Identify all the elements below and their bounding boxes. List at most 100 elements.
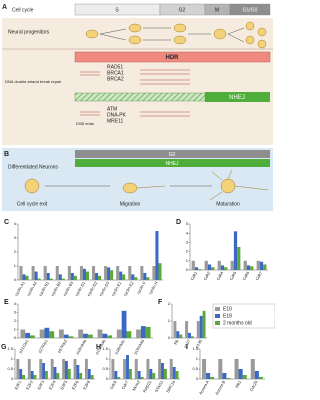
x-tick-label: E2F4	[48, 379, 57, 390]
bar	[222, 373, 227, 379]
bar	[217, 260, 221, 270]
arrows	[99, 27, 245, 43]
bar	[207, 264, 212, 270]
hdr-label: HDR	[166, 55, 180, 61]
bar	[246, 265, 251, 270]
bar	[85, 271, 89, 280]
panel-label: B	[4, 151, 9, 158]
bar	[87, 369, 91, 379]
x-tick-label: Cdk6	[241, 270, 250, 281]
bar	[175, 371, 179, 379]
bar	[259, 261, 264, 270]
x-tick-label: p57Kip2	[56, 338, 68, 354]
y-tick-label: 1.5	[102, 346, 108, 351]
bar	[234, 359, 239, 379]
x-tick-label: Cdk5	[228, 270, 237, 281]
bar	[67, 369, 71, 379]
y-tick-label: 1	[168, 318, 171, 323]
bar	[123, 359, 127, 379]
x-tick-label: Cdc20	[249, 379, 259, 392]
bar	[202, 359, 207, 379]
bar	[145, 326, 151, 338]
nhej-label: NHEJ	[229, 95, 245, 101]
bar	[22, 274, 26, 280]
gene-label: DNA-PK	[107, 112, 127, 118]
bar	[25, 275, 29, 280]
gene-label: BRCA2	[107, 76, 124, 82]
panel-label: A	[2, 4, 7, 11]
x-tick-label: cyclin B1	[38, 280, 51, 297]
bar	[98, 275, 102, 280]
bar	[65, 361, 68, 379]
x-tick-label: E2F8	[82, 379, 91, 390]
x-tick-label: cyclin E2	[122, 280, 135, 297]
bar	[204, 260, 208, 270]
bar	[58, 274, 62, 280]
y-tick-label: 1	[106, 356, 109, 361]
bar	[237, 247, 241, 270]
x-tick-label: cyclin B2	[50, 280, 63, 297]
step-label: Migration	[120, 201, 141, 207]
x-tick-label: p107	[183, 338, 192, 349]
bar	[191, 260, 195, 270]
x-tick-label: E2F1	[13, 379, 22, 390]
bar	[92, 266, 96, 280]
bar	[152, 266, 156, 280]
bar	[211, 267, 215, 270]
bar	[58, 329, 64, 338]
bar	[44, 327, 50, 338]
bar	[146, 277, 150, 280]
bar	[107, 267, 111, 280]
x-tick-label: p19Ink4d	[133, 339, 146, 356]
bar	[169, 359, 173, 379]
bar	[238, 369, 243, 379]
bar	[155, 231, 159, 280]
x-tick-label: p21Cip1	[18, 338, 30, 354]
cells	[85, 21, 267, 49]
legend-label: E18	[223, 313, 232, 319]
nhej-bar	[205, 92, 270, 102]
bar	[68, 336, 74, 338]
x-tick-label: RAD21	[142, 379, 153, 393]
x-tick-label: Cdc6	[109, 379, 118, 390]
neurons	[24, 169, 269, 201]
bar	[78, 329, 84, 338]
gene-label: BRCA1	[107, 70, 124, 76]
y-tick-label: 2	[168, 301, 171, 306]
bar	[230, 260, 234, 270]
bar	[134, 359, 138, 379]
bar	[220, 265, 225, 270]
bar	[79, 266, 83, 280]
x-tick-label: cyclin D1	[74, 280, 87, 297]
phase-label: G1/G0	[243, 7, 258, 13]
y-tick-label: 1	[14, 263, 17, 268]
bar	[114, 371, 118, 379]
y-tick-label: 4	[14, 301, 17, 306]
y-tick-label: 2	[186, 249, 189, 254]
bar	[33, 375, 37, 379]
bar	[143, 273, 147, 280]
bar	[134, 277, 138, 280]
x-tick-label: cyclin B3	[62, 280, 75, 297]
phase-label: M	[215, 7, 219, 13]
bar	[233, 231, 238, 270]
bar	[67, 266, 71, 280]
x-tick-label: E2F6	[71, 379, 80, 390]
bar	[55, 266, 59, 280]
y-tick-label: 3	[14, 310, 17, 315]
y-tick-label: 0.5	[192, 366, 198, 371]
bar	[104, 266, 108, 280]
bar	[185, 321, 189, 338]
y-tick-label: 0	[106, 376, 109, 381]
bar	[62, 359, 65, 379]
bar	[243, 260, 247, 270]
x-tick-label: p27Kip1	[37, 338, 49, 354]
phase-label: G2	[179, 7, 186, 13]
nhej-label: NHEJ	[165, 161, 179, 167]
bar	[119, 271, 123, 280]
y-tick-label: 5	[186, 221, 189, 226]
x-tick-label: cyclin A1	[14, 280, 27, 297]
bar	[50, 359, 54, 379]
bar	[140, 377, 144, 379]
legend-label: 2 months old	[223, 320, 252, 326]
